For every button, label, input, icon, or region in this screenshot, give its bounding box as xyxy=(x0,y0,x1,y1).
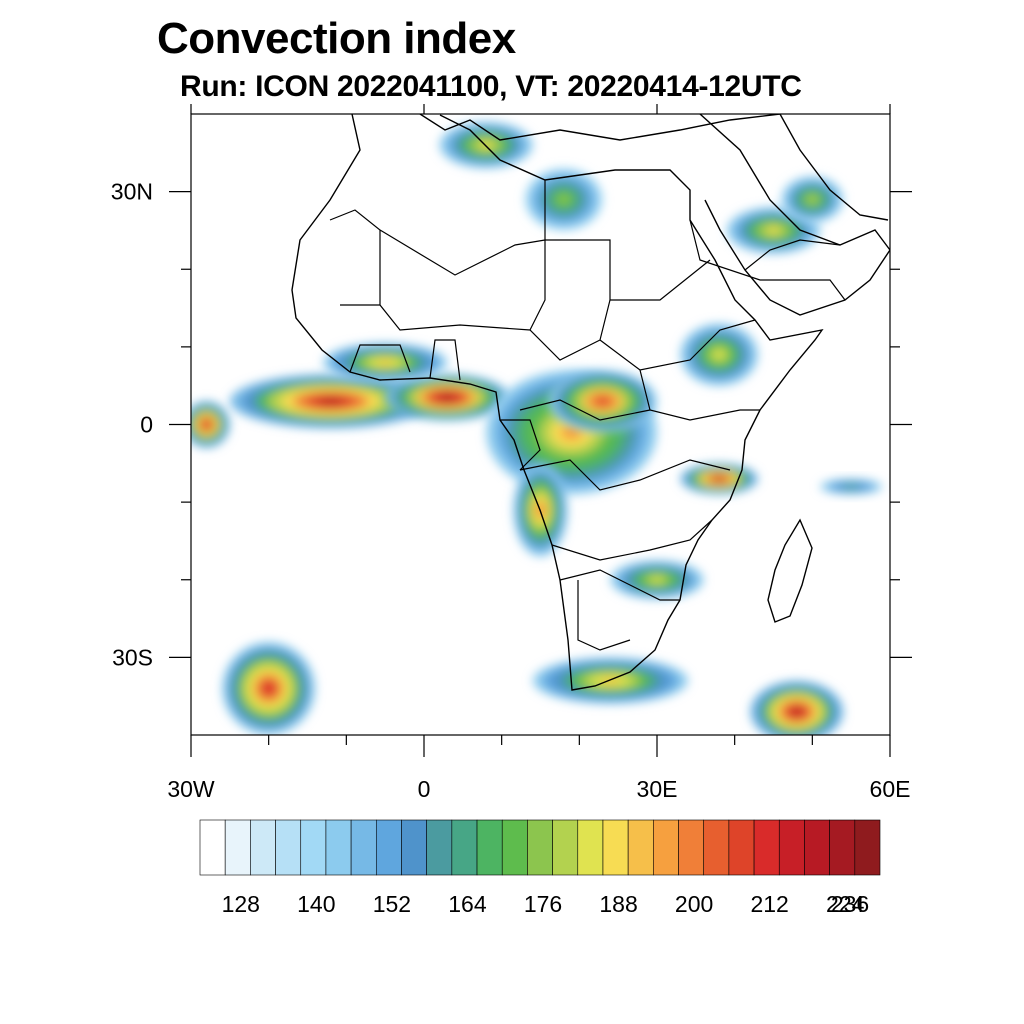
colorbar-swatch xyxy=(300,819,327,876)
colorbar-swatch xyxy=(678,819,705,876)
field-contour xyxy=(558,194,570,204)
region-equatorial-atlantic-band xyxy=(229,374,432,429)
persian-gulf-coastline xyxy=(779,114,889,221)
colorbar xyxy=(199,819,881,876)
colorbar-swatch xyxy=(275,819,302,876)
field-contour xyxy=(262,682,275,695)
colorbar-tick-label: 200 xyxy=(675,891,713,917)
country-borders xyxy=(329,180,846,651)
region-south-atlantic-front xyxy=(222,641,316,735)
colorbar-tick-label: 140 xyxy=(297,891,335,917)
colorbar-swatch xyxy=(224,819,251,876)
colorbar-swatch xyxy=(577,819,604,876)
region-persian-gulf xyxy=(781,176,844,223)
region-south-africa-band xyxy=(532,657,689,704)
colorbar-swatch xyxy=(778,819,805,876)
africa-coastline xyxy=(291,114,824,691)
colorbar-tick-label: 224 xyxy=(826,891,865,917)
field-contour xyxy=(595,397,610,406)
colorbar-swatch xyxy=(199,819,226,876)
colorbar-swatch xyxy=(325,819,352,876)
field-contour xyxy=(808,196,817,203)
colorbar-swatch xyxy=(375,819,402,876)
x-tick-label: 60E xyxy=(870,776,911,802)
region-north-africa-front xyxy=(439,121,533,169)
field-contour xyxy=(439,394,456,401)
colorbar-swatch xyxy=(627,819,654,876)
field-contour xyxy=(651,577,663,583)
colorbar-swatch xyxy=(653,819,679,876)
colorbar-swatch xyxy=(728,819,755,876)
colorbar-tick-label: 152 xyxy=(373,891,411,917)
field-contour xyxy=(318,397,344,405)
y-tick-label: 30S xyxy=(112,644,153,670)
convection-field xyxy=(191,121,883,735)
colorbar-swatch xyxy=(476,819,503,876)
colorbar-tick-label: 164 xyxy=(448,891,487,917)
field-contour xyxy=(714,476,724,481)
x-tick-label: 0 xyxy=(418,776,431,802)
colorbar-swatch xyxy=(451,819,478,876)
colorbar-swatch xyxy=(602,819,629,876)
region-gulf-of-guinea xyxy=(385,374,510,421)
colorbar-tick-label: 128 xyxy=(222,891,260,917)
colorbar-swatch xyxy=(804,819,830,876)
x-tick-label: 30W xyxy=(167,776,215,802)
field-contour xyxy=(767,227,780,234)
europe-coastline xyxy=(419,114,781,141)
region-tanzania-coast xyxy=(680,463,758,495)
colorbar-swatch xyxy=(854,819,881,876)
y-tick-label: 0 xyxy=(140,412,153,438)
axis-labels: 30W 0 30E 60E 30N 0 30S xyxy=(111,179,911,802)
field-contour xyxy=(790,707,803,716)
field-contour xyxy=(203,421,210,428)
colorbar-swatch xyxy=(426,819,453,876)
x-tick-label: 30E xyxy=(637,776,678,802)
region-sahel-west xyxy=(323,342,448,382)
colorbar-swatch xyxy=(350,819,377,876)
region-ethiopia xyxy=(680,323,758,386)
region-congo-basin xyxy=(548,370,658,433)
region-egypt-libya xyxy=(524,168,603,231)
arabia-coastline xyxy=(699,114,890,316)
colorbar-tick-label: 236 xyxy=(831,891,869,917)
region-mozambique-channel xyxy=(610,560,704,600)
axis-ticks xyxy=(169,104,912,757)
field-contour xyxy=(843,484,859,489)
colorbar-swatch xyxy=(501,819,528,876)
y-tick-label: 30N xyxy=(111,179,153,205)
colorbar-swatch xyxy=(552,819,579,876)
colorbar-swatch xyxy=(753,819,780,876)
region-west-atlantic-edge xyxy=(191,401,230,448)
colorbar-tick-label: 176 xyxy=(524,891,562,917)
field-contour xyxy=(714,350,724,359)
chart-title: Convection index xyxy=(157,14,516,63)
madagascar-coastline xyxy=(767,518,813,623)
colorbar-tick-label: 188 xyxy=(599,891,637,917)
colorbar-tick-label: 212 xyxy=(750,891,788,917)
coastlines xyxy=(291,114,890,691)
colorbar-swatch xyxy=(527,819,553,876)
field-contour xyxy=(377,359,393,365)
colorbar-swatch xyxy=(703,819,730,876)
chart-subtitle: Run: ICON 2022041100, VT: 20220414-12UTC xyxy=(180,70,802,103)
colorbar-swatch xyxy=(401,819,427,876)
region-east-indian-ocean xyxy=(820,478,883,495)
colorbar-swatch xyxy=(829,819,856,876)
colorbar-swatch xyxy=(250,819,276,876)
region-south-indian-ocean xyxy=(750,680,844,735)
